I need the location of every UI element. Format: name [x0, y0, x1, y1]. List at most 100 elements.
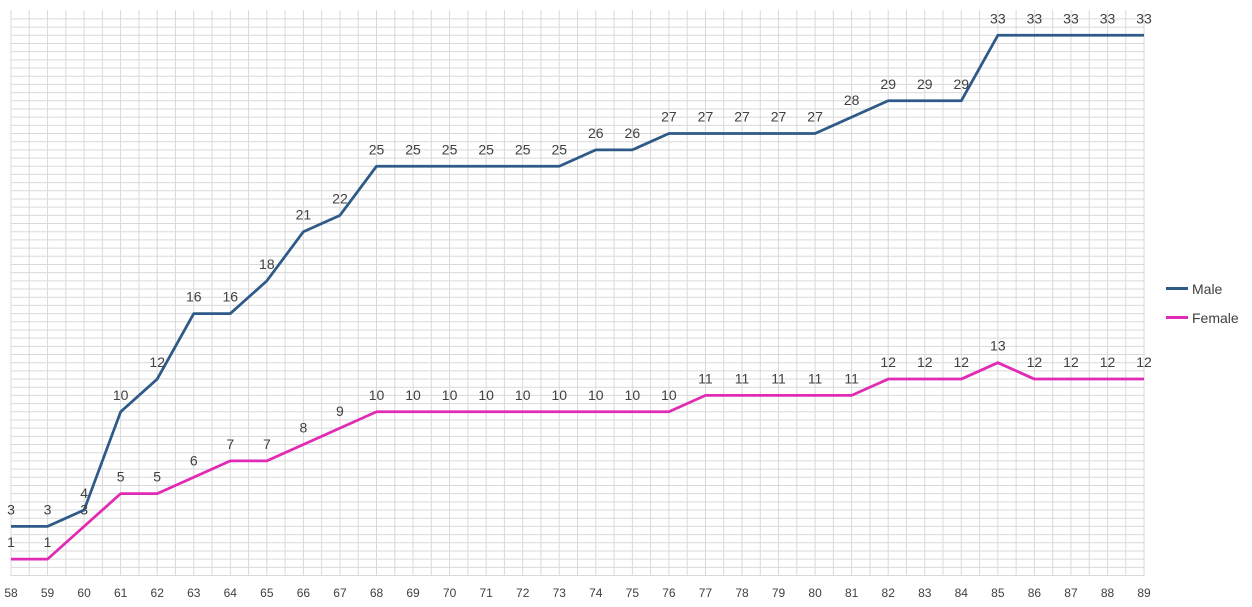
- data-label-female: 12: [954, 354, 970, 370]
- legend-item-female: Female: [1166, 303, 1250, 332]
- x-tick-label: 72: [516, 586, 530, 600]
- x-tick-label: 73: [553, 586, 567, 600]
- data-label-male: 22: [332, 190, 348, 206]
- x-tick-label: 65: [260, 586, 274, 600]
- data-label-male: 33: [990, 10, 1006, 26]
- legend: Male Female: [1166, 274, 1250, 332]
- x-tick-label: 76: [662, 586, 676, 600]
- data-label-female: 1: [7, 534, 15, 550]
- data-label-female: 5: [117, 469, 125, 485]
- x-tick-label: 60: [77, 586, 91, 600]
- data-label-male: 27: [698, 109, 714, 125]
- data-label-male: 27: [734, 109, 750, 125]
- data-label-female: 10: [478, 387, 494, 403]
- data-label-female: 3: [80, 501, 88, 517]
- data-label-male: 27: [771, 109, 787, 125]
- x-tick-label: 63: [187, 586, 201, 600]
- data-label-male: 26: [588, 125, 604, 141]
- data-label-male: 21: [296, 207, 312, 223]
- data-label-female: 11: [808, 370, 823, 386]
- data-label-male: 27: [661, 109, 677, 125]
- data-label-male: 26: [625, 125, 641, 141]
- data-label-female: 10: [661, 387, 677, 403]
- x-tick-label: 59: [41, 586, 55, 600]
- data-label-female: 11: [698, 370, 713, 386]
- x-tick-label: 87: [1064, 586, 1078, 600]
- data-label-male: 25: [551, 141, 567, 157]
- x-tick-label: 68: [370, 586, 384, 600]
- data-label-male: 12: [149, 354, 165, 370]
- data-label-male: 18: [259, 256, 275, 272]
- x-tick-label: 62: [151, 586, 165, 600]
- data-label-female: 10: [551, 387, 567, 403]
- data-label-male: 25: [442, 141, 458, 157]
- x-tick-label: 66: [297, 586, 311, 600]
- x-tick-label: 67: [333, 586, 347, 600]
- data-label-female: 11: [735, 370, 750, 386]
- data-label-male: 10: [113, 387, 129, 403]
- x-tick-label: 86: [1028, 586, 1042, 600]
- legend-label-male: Male: [1192, 280, 1223, 297]
- x-tick-label: 88: [1101, 586, 1115, 600]
- data-label-male: 33: [1136, 10, 1152, 26]
- data-label-male: 3: [44, 501, 52, 517]
- x-tick-label: 83: [918, 586, 932, 600]
- data-label-female: 7: [226, 436, 234, 452]
- data-label-female: 10: [405, 387, 421, 403]
- series-line-male: [11, 33, 1145, 528]
- x-tick-label: 74: [589, 586, 603, 600]
- data-label-male: 25: [405, 141, 421, 157]
- data-label-female: 9: [336, 403, 344, 419]
- x-tick-label: 70: [443, 586, 457, 600]
- data-label-male: 25: [515, 141, 531, 157]
- data-label-male: 28: [844, 92, 860, 108]
- x-tick-label: 84: [955, 586, 969, 600]
- data-label-female: 10: [515, 387, 531, 403]
- data-label-female: 6: [190, 452, 198, 468]
- x-tick-label: 85: [991, 586, 1005, 600]
- data-label-male: 3: [7, 501, 15, 517]
- x-tick-label: 61: [114, 586, 128, 600]
- data-label-female: 13: [990, 338, 1006, 354]
- x-axis-tick-labels: 58 59 60 61 62 63 64 65 66 67 68 69 70 71 72 73 74 75 76 77…: [4, 586, 1151, 600]
- x-tick-label: 80: [808, 586, 822, 600]
- gridlines: [10, 10, 1145, 576]
- data-label-female: 11: [844, 370, 859, 386]
- data-label-female: 10: [625, 387, 641, 403]
- x-tick-label: 77: [699, 586, 713, 600]
- data-label-female: 10: [369, 387, 385, 403]
- x-tick-label: 69: [406, 586, 420, 600]
- x-tick-label: 71: [479, 586, 493, 600]
- data-label-male: 29: [880, 76, 896, 92]
- data-label-male: 33: [1100, 10, 1116, 26]
- x-tick-label: 79: [772, 586, 786, 600]
- legend-item-male: Male: [1166, 274, 1250, 303]
- legend-swatch-male: [1166, 287, 1188, 290]
- data-label-female: 12: [917, 354, 933, 370]
- x-tick-label: 58: [4, 586, 18, 600]
- data-label-female: 5: [153, 469, 161, 485]
- data-label-female: 11: [771, 370, 786, 386]
- data-label-female: 12: [1027, 354, 1043, 370]
- x-tick-label: 64: [224, 586, 238, 600]
- data-label-female: 1: [44, 534, 52, 550]
- data-label-male: 27: [807, 109, 823, 125]
- x-tick-label: 82: [882, 586, 896, 600]
- data-label-male: 33: [1063, 10, 1079, 26]
- series-line-female: [11, 361, 1145, 561]
- data-label-male: 4: [80, 485, 88, 501]
- data-label-male: 25: [369, 141, 385, 157]
- data-label-female: 12: [1063, 354, 1079, 370]
- data-label-female: 12: [880, 354, 896, 370]
- data-label-male: 16: [223, 289, 239, 305]
- x-tick-label: 78: [735, 586, 749, 600]
- series-lines: [11, 33, 1145, 561]
- data-label-female: 7: [263, 436, 271, 452]
- legend-label-female: Female: [1192, 309, 1239, 326]
- data-label-male: 33: [1027, 10, 1043, 26]
- data-label-female: 12: [1136, 354, 1152, 370]
- x-tick-label: 75: [626, 586, 640, 600]
